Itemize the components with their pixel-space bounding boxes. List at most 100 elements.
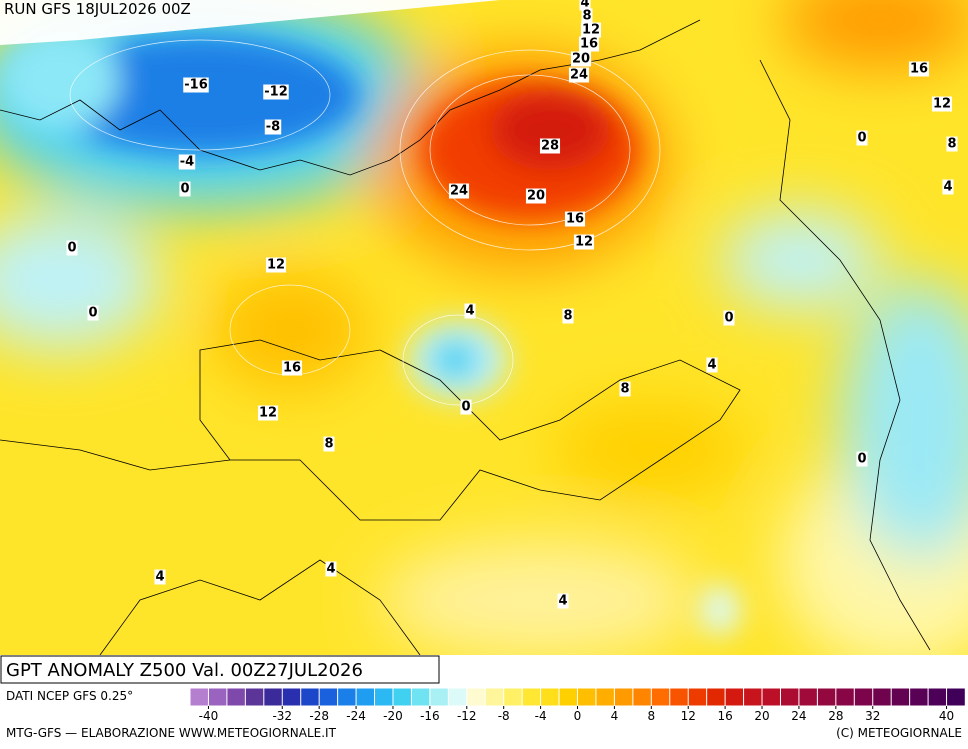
contour-label: 20: [572, 52, 590, 67]
contour-label-box: [178, 154, 196, 170]
colorbar-swatch: [355, 687, 376, 707]
contour-label: 12: [582, 23, 600, 38]
contour-label: 16: [566, 212, 584, 227]
colorbar-swatch: [337, 687, 357, 707]
colorbar-swatch: [521, 687, 542, 707]
contour-label-box: [568, 67, 590, 83]
colorbar-swatch: [263, 687, 284, 707]
map-field: [0, 0, 968, 655]
colorbar-swatch: [189, 687, 210, 707]
colorbar-tick-label: -20: [383, 709, 403, 723]
contour-label: 8: [947, 137, 956, 152]
contour-label-box: [525, 188, 547, 204]
contour-label: 0: [857, 131, 866, 146]
colorbar-swatch: [503, 687, 523, 707]
contour-label-box: [154, 569, 166, 585]
colorbar-swatch: [244, 687, 265, 707]
contour-label: 12: [575, 235, 593, 250]
colorbar-tick-label: 12: [681, 709, 696, 723]
colorbar-swatch: [484, 687, 505, 707]
colorbar-swatch: [687, 687, 708, 707]
contour-label-box: [183, 77, 209, 93]
contour-label-box: [323, 436, 335, 452]
contour-label-box: [946, 136, 958, 152]
contour-label-box: [87, 305, 99, 321]
colorbar-tick-label: 8: [647, 709, 655, 723]
source-label: DATI NCEP GFS 0.25°: [6, 689, 133, 703]
contour-label-box: [856, 451, 868, 467]
colorbar-swatch: [706, 687, 726, 707]
contour-label: 8: [324, 437, 333, 452]
colorbar-swatch: [927, 687, 948, 707]
colorbar-swatch: [392, 687, 413, 707]
colorbar-swatch: [743, 687, 763, 707]
contour-label-box: [557, 593, 569, 609]
colorbar-swatch: [761, 687, 782, 707]
colorbar-swatch: [410, 687, 431, 707]
contour-label: 24: [570, 68, 588, 83]
contour-label: 8: [563, 309, 572, 324]
contour-label-box: [264, 119, 282, 135]
colorbar-swatch: [577, 687, 597, 707]
title-box: [0, 655, 440, 684]
colorbar-tick-label: -12: [457, 709, 477, 723]
colorbar-swatch: [816, 687, 837, 707]
colorbar-swatch: [226, 687, 247, 707]
contour-label-box: [570, 51, 592, 67]
contour-label-box: [265, 257, 287, 273]
colorbar-tick-label: -28: [309, 709, 329, 723]
contour-label: 4: [580, 0, 589, 11]
contour-label-box: [619, 381, 631, 397]
colorbar-swatch: [853, 687, 874, 707]
contour-label: -12: [264, 85, 288, 100]
contour-label-box: [723, 310, 735, 326]
contour-label-box: [179, 181, 191, 197]
contour-label-box: [706, 357, 718, 373]
contour-label-box: [856, 130, 868, 146]
colorbar-swatch: [613, 687, 634, 707]
contour-label: 12: [259, 406, 277, 421]
colorbar: -40 -32 -28 -24 -20 -16 -12 -8 -4 0 4 8 12 16 20 24 28 32…: [189, 687, 966, 723]
colorbar-swatch: [374, 687, 394, 707]
colorbar-swatch: [447, 687, 468, 707]
colorbar-swatch: [300, 687, 320, 707]
colorbar-tick-label: -8: [498, 709, 510, 723]
contour-label-box: [908, 61, 930, 77]
colorbar-swatch: [798, 687, 819, 707]
contour-label: 0: [67, 241, 76, 256]
colorbar-swatch: [835, 687, 856, 707]
contour-label-box: [578, 36, 600, 52]
contour-label: 4: [943, 180, 952, 195]
colorbar-swatch: [890, 687, 911, 707]
colorbar-swatch: [466, 687, 487, 707]
colorbar-tick-label: -32: [272, 709, 292, 723]
colorbar-swatch: [724, 687, 745, 707]
contour-label: 4: [707, 358, 716, 373]
contour-label-box: [579, 0, 591, 11]
colorbar-tick-label: 20: [754, 709, 769, 723]
colorbar-swatch: [281, 687, 302, 707]
colorbar-tick-label: -4: [535, 709, 547, 723]
colorbar-tick-label: 32: [865, 709, 880, 723]
contour-label-box: [325, 561, 337, 577]
contour-label: 0: [88, 306, 97, 321]
copyright-label: (C) METEOGIORNALE: [836, 726, 962, 740]
colorbar-tick-label: 24: [791, 709, 806, 723]
contour-label-box: [580, 22, 602, 38]
contour-label-box: [539, 138, 561, 154]
colorbar-swatch: [207, 687, 228, 707]
contour-label: 28: [541, 139, 559, 154]
colorbar-tick-label: 4: [611, 709, 619, 723]
contour-label-box: [931, 96, 953, 112]
contour-label-box: [464, 303, 476, 319]
contour-label: 24: [450, 184, 468, 199]
colorbar-swatch: [540, 687, 560, 707]
colorbar-swatch: [946, 687, 966, 707]
contour-label: -4: [180, 155, 194, 170]
contour-label: 0: [461, 400, 470, 415]
contour-label: -16: [184, 78, 208, 93]
contour-label: -8: [266, 120, 280, 135]
colorbar-tick-label: 0: [574, 709, 582, 723]
